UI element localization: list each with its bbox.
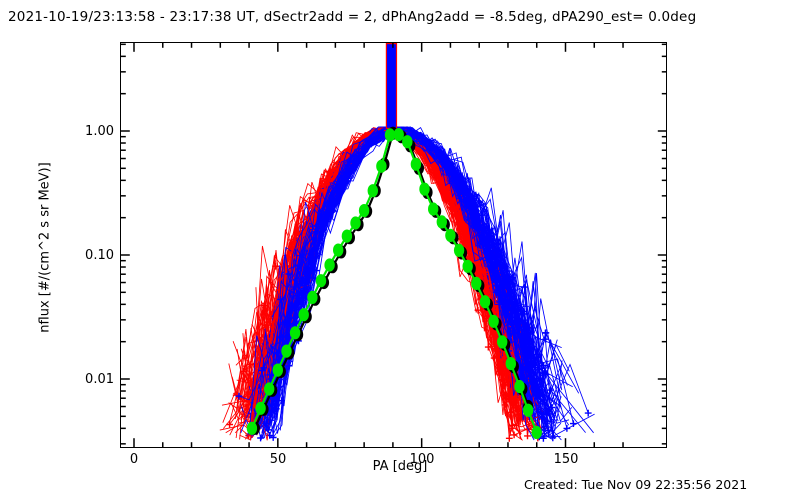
page-title: 2021-10-19/23:13:58 - 23:17:38 UT, dSect… bbox=[8, 9, 697, 25]
x-tick-label-150: 150 bbox=[553, 452, 579, 467]
x-tick-label-50: 50 bbox=[269, 452, 287, 467]
y-tick-label-1: 1.00 bbox=[85, 124, 114, 139]
x-tick-label-0: 0 bbox=[129, 452, 139, 467]
y-axis-title: nflux [#/(cm^2 s sr MeV)] bbox=[37, 162, 53, 333]
y-tick-label-0p1: 0.10 bbox=[85, 248, 114, 263]
y-tick-label-0p01: 0.01 bbox=[85, 372, 114, 387]
x-tick-label-100: 100 bbox=[409, 452, 435, 467]
x-axis-title: PA [deg] bbox=[372, 459, 428, 474]
created-timestamp: Created: Tue Nov 09 22:35:56 2021 bbox=[524, 477, 748, 492]
